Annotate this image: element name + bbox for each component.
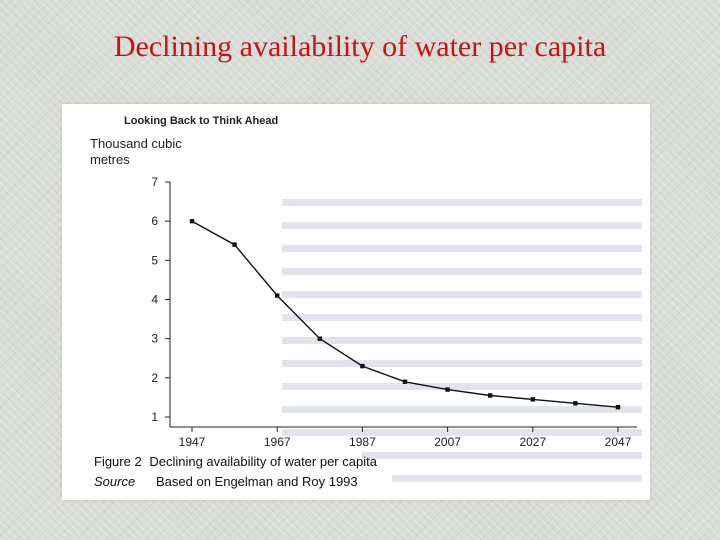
data-point — [445, 387, 450, 392]
data-point — [232, 242, 237, 247]
x-tick-label: 1987 — [349, 435, 376, 449]
figure-caption: Figure 2 Declining availability of water… — [94, 454, 378, 469]
x-tick-label: 1967 — [264, 435, 291, 449]
data-points — [189, 218, 621, 410]
x-tick-label: 2047 — [605, 435, 632, 449]
data-point — [573, 401, 578, 406]
chart-svg: Looking Back to Think Ahead Thousand cub… — [90, 115, 642, 489]
y-tick-label: 1 — [151, 410, 158, 424]
data-point — [317, 336, 322, 341]
data-point — [488, 393, 493, 398]
source-label: Source — [94, 474, 135, 489]
y-axis-label-line1: Thousand cubic — [90, 136, 182, 151]
data-point — [615, 405, 621, 410]
data-point — [402, 379, 408, 384]
y-tick-label: 7 — [151, 175, 158, 189]
y-ticks: 1 2 3 4 5 6 7 — [151, 175, 170, 424]
data-point — [530, 397, 535, 402]
figure-label: Figure 2 — [94, 454, 142, 469]
y-tick-label: 3 — [151, 332, 158, 346]
y-tick-label: 2 — [151, 371, 158, 385]
x-ticks: 1947 1967 1987 2007 2027 2047 — [179, 427, 632, 449]
source-text: Based on Engelman and Roy 1993 — [156, 474, 358, 489]
slide-title: Declining availability of water per capi… — [113, 30, 607, 63]
data-point — [360, 363, 365, 369]
x-tick-label: 2007 — [434, 435, 461, 449]
data-point — [275, 293, 280, 298]
x-tick-label: 1947 — [179, 435, 206, 449]
chart-photo: Looking Back to Think Ahead Thousand cub… — [62, 104, 650, 500]
y-tick-label: 4 — [151, 293, 158, 307]
photo-header: Looking Back to Think Ahead — [124, 115, 278, 127]
figure-caption-title: Declining availability of water per capi… — [149, 454, 377, 469]
x-tick-label: 2027 — [519, 435, 546, 449]
y-tick-label: 5 — [151, 253, 158, 267]
y-axis-label-line2: metres — [90, 152, 130, 167]
background-text — [282, 199, 642, 482]
data-point — [189, 218, 195, 224]
y-tick-label: 6 — [151, 214, 158, 228]
